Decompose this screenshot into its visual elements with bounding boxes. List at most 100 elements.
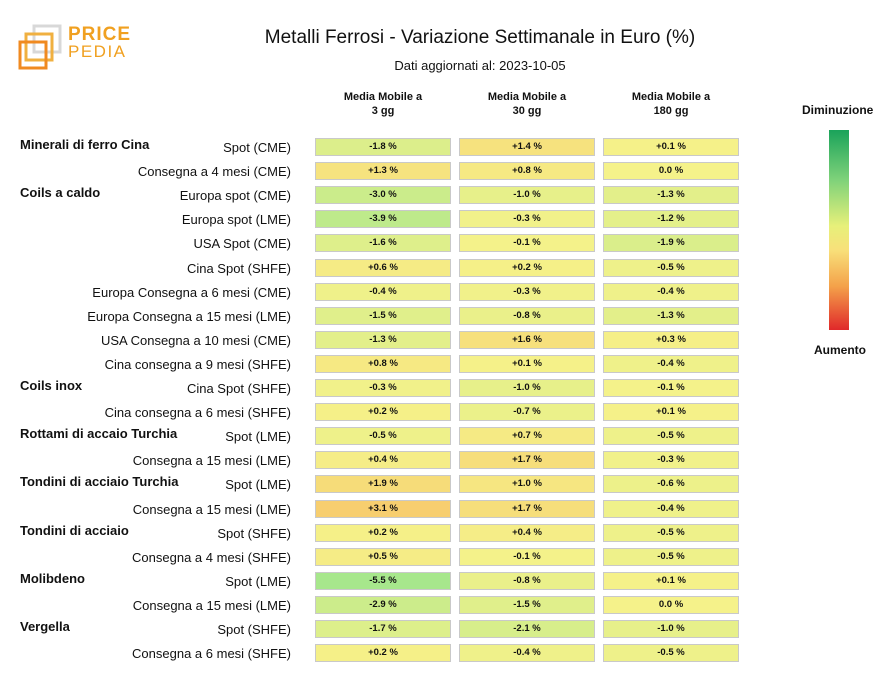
column-header: Media Mobile a 30 gg xyxy=(459,90,595,118)
heatmap-cell: -0.3 % xyxy=(459,210,595,229)
heatmap-cell: +1.7 % xyxy=(459,499,595,518)
heatmap-cell: -1.9 % xyxy=(603,234,739,253)
row-label: Europa spot (LME) xyxy=(181,212,291,228)
row-label: Cina consegna a 9 mesi (SHFE) xyxy=(104,356,291,372)
heatmap-cell: -1.3 % xyxy=(603,306,739,325)
group-label: Vergella xyxy=(20,619,70,634)
row-label: Consegna a 4 mesi (SHFE) xyxy=(132,549,291,565)
heatmap-cell: +0.1 % xyxy=(603,571,739,590)
heatmap-cell: +0.2 % xyxy=(315,523,451,542)
row-label: Spot (SHFE) xyxy=(217,525,291,541)
column-header-line: Media Mobile a xyxy=(487,91,567,103)
heatmap-cell: -1.0 % xyxy=(603,620,739,638)
heatmap-cell: -0.7 % xyxy=(459,403,595,422)
chart-subtitle: Dati aggiornati al: 2023-10-05 xyxy=(394,58,566,73)
heatmap-cell: -0.5 % xyxy=(603,427,739,446)
heatmap-cell: -1.0 % xyxy=(459,186,595,205)
group-label: Rottami di accaio Turchia xyxy=(20,426,178,442)
heatmap-cell: +0.7 % xyxy=(459,427,595,446)
row-label: Cina Spot (SHFE) xyxy=(186,381,291,396)
column-header-line: Media Mobile a xyxy=(631,91,711,103)
heatmap-cell: -1.2 % xyxy=(603,210,739,229)
heatmap-cell: +0.1 % xyxy=(603,403,739,422)
heatmap-cell: +0.2 % xyxy=(459,258,595,277)
logo-text-price: PRICE xyxy=(68,24,132,45)
heatmap-cell: -0.4 % xyxy=(603,354,739,373)
heatmap-cell: +1.7 % xyxy=(459,451,595,470)
heatmap-cell: -0.5 % xyxy=(603,523,739,542)
pricepedia-logo xyxy=(18,24,128,76)
heatmap-cell: -0.1 % xyxy=(459,547,595,566)
row-label: Europa Consegna a 6 mesi (CME) xyxy=(92,284,291,300)
heatmap-cell: -0.3 % xyxy=(459,282,595,301)
heatmap-cell: -1.0 % xyxy=(459,379,595,397)
heatmap-cell: -0.5 % xyxy=(603,644,739,663)
heatmap-cell: -0.4 % xyxy=(459,644,595,663)
heatmap-cell: -2.1 % xyxy=(459,620,595,638)
heatmap-cell: +1.9 % xyxy=(315,475,451,494)
row-label: Cina consegna a 6 mesi (SHFE) xyxy=(104,405,291,421)
heatmap-cell: -0.8 % xyxy=(459,571,595,590)
heatmap-cell: +1.4 % xyxy=(459,138,595,156)
heatmap-cell: -1.8 % xyxy=(315,138,451,156)
legend-bottom-label: Aumento xyxy=(814,343,866,357)
logo-mark-icon xyxy=(18,24,62,70)
column-header: Media Mobile a 180 gg xyxy=(603,90,739,118)
legend-top-label: Diminuzione xyxy=(802,103,874,117)
heatmap-cell: -1.5 % xyxy=(315,306,451,325)
group-label: Coils inox xyxy=(20,378,83,393)
heatmap-cell: -0.5 % xyxy=(603,547,739,566)
column-header-line: 30 gg xyxy=(512,105,542,117)
row-label: Consegna a 15 mesi (LME) xyxy=(132,453,291,469)
group-label: Tondini di acciaio xyxy=(20,522,129,538)
heatmap-cell: 0.0 % xyxy=(603,595,739,614)
heatmap-cell: -1.3 % xyxy=(315,330,451,349)
heatmap-cell: -1.6 % xyxy=(315,234,451,253)
heatmap-cell: -1.5 % xyxy=(459,595,595,614)
heatmap-cell: +1.6 % xyxy=(459,330,595,349)
heatmap-cell: -0.8 % xyxy=(459,306,595,325)
legend-color-bar xyxy=(829,130,849,330)
group-label: Tondini di acciaio Turchia xyxy=(20,474,179,490)
heatmap-cell: -0.5 % xyxy=(603,258,739,277)
heatmap-cell: -0.1 % xyxy=(459,234,595,253)
heatmap-cell: -0.4 % xyxy=(603,282,739,301)
row-label: Spot (LME) xyxy=(225,477,291,493)
heatmap-cell: -0.4 % xyxy=(315,282,451,301)
heatmap-cell: -5.5 % xyxy=(315,571,451,590)
heatmap-cell: -0.1 % xyxy=(603,379,739,397)
heatmap-cell: 0.0 % xyxy=(603,162,739,181)
heatmap-cell: -0.3 % xyxy=(603,451,739,470)
heatmap-cell: +0.4 % xyxy=(315,451,451,470)
heatmap-cell: +3.1 % xyxy=(315,499,451,518)
heatmap-cell: +0.4 % xyxy=(459,523,595,542)
logo-text-pedia: PEDIA xyxy=(68,42,127,61)
heatmap-cell: -2.9 % xyxy=(315,595,451,614)
heatmap-cell: +1.0 % xyxy=(459,475,595,494)
row-label: Consegna a 15 mesi (LME) xyxy=(132,597,291,613)
heatmap-cell: +0.8 % xyxy=(459,162,595,181)
row-label: Europa Consegna a 15 mesi (LME) xyxy=(87,308,291,324)
heatmap-cell: +0.5 % xyxy=(315,547,451,566)
heatmap-cell: -0.4 % xyxy=(603,499,739,518)
column-header-line: 3 gg xyxy=(371,105,395,117)
heatmap-cell: -0.6 % xyxy=(603,475,739,494)
heatmap-cell: +0.3 % xyxy=(603,330,739,349)
row-label: Spot (SHFE) xyxy=(217,622,291,637)
row-label: Spot (CME) xyxy=(223,140,291,155)
heatmap-cell: +0.8 % xyxy=(315,354,451,373)
row-label: Europa spot (CME) xyxy=(179,188,291,204)
heatmap-cell: -3.0 % xyxy=(315,186,451,205)
row-label: Spot (LME) xyxy=(225,573,291,589)
group-label: Molibdeno xyxy=(20,570,85,586)
row-label: Cina Spot (SHFE) xyxy=(186,260,291,276)
heatmap-cell: +0.2 % xyxy=(315,403,451,422)
row-label: Consegna a 15 mesi (LME) xyxy=(132,501,291,517)
heatmap-cell: -1.3 % xyxy=(603,186,739,205)
heatmap-cell: -0.5 % xyxy=(315,427,451,446)
column-header-line: 180 gg xyxy=(653,105,689,117)
row-label: Consegna a 4 mesi (CME) xyxy=(137,164,291,180)
heatmap-cell: -1.7 % xyxy=(315,620,451,638)
row-label: USA Spot (CME) xyxy=(193,236,291,252)
column-header-line: Media Mobile a xyxy=(343,91,423,103)
